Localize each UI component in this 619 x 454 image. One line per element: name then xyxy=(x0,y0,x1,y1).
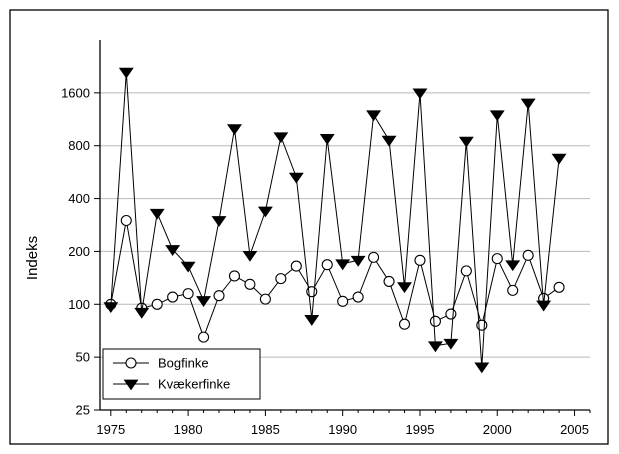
point-kv-kerfinke-1983 xyxy=(227,124,242,136)
y-tick-label-25: 25 xyxy=(76,403,90,418)
point-kv-kerfinke-2004 xyxy=(551,153,567,165)
legend-label-kv-kerfinke: Kvækerfinke xyxy=(158,377,230,392)
point-kv-kerfinke-1984 xyxy=(242,250,258,262)
point-kv-kerfinke-1994 xyxy=(397,282,412,294)
point-kv-kerfinke-1980 xyxy=(180,261,196,273)
point-kv-kerfinke-1997 xyxy=(443,338,459,350)
legend-box xyxy=(102,348,261,400)
x-tick-label-1980: 1980 xyxy=(174,422,203,437)
point-kv-kerfinke-2003 xyxy=(536,300,552,312)
y-axis-title: Indeks xyxy=(24,236,41,280)
point-bogfinke-1981 xyxy=(198,331,210,343)
point-kv-kerfinke-1982 xyxy=(211,216,227,227)
point-bogfinke-1997 xyxy=(445,308,457,320)
point-bogfinke-1986 xyxy=(275,273,287,285)
legend-marker-bogfinke xyxy=(125,357,137,369)
point-bogfinke-2004 xyxy=(553,281,565,293)
series-group xyxy=(103,67,567,374)
point-bogfinke-2002 xyxy=(522,249,534,261)
point-kv-kerfinke-1978 xyxy=(149,208,165,220)
point-kv-kerfinke-1995 xyxy=(412,88,428,100)
point-bogfinke-1984 xyxy=(244,278,256,290)
point-kv-kerfinke-1986 xyxy=(273,132,289,144)
x-tick-label-1985: 1985 xyxy=(251,422,280,437)
legend-marker-kv-kerfinke xyxy=(123,379,139,391)
point-kv-kerfinke-1985 xyxy=(257,206,273,218)
x-tick-label-1995: 1995 xyxy=(406,422,435,437)
x-tick-label-2005: 2005 xyxy=(560,422,589,437)
legend-label-bogfinke: Bogfinke xyxy=(158,356,209,371)
point-bogfinke-1979 xyxy=(167,291,179,303)
point-bogfinke-1990 xyxy=(337,295,349,307)
series-kv-kerfinke xyxy=(103,67,567,374)
x-tick-label-1990: 1990 xyxy=(328,422,357,437)
point-kv-kerfinke-1998 xyxy=(458,136,474,148)
point-bogfinke-1978 xyxy=(151,298,163,310)
point-kv-kerfinke-1989 xyxy=(319,134,335,145)
point-kv-kerfinke-2002 xyxy=(520,98,536,110)
x-tick-label-1975: 1975 xyxy=(96,422,125,437)
point-bogfinke-1985 xyxy=(259,293,271,305)
point-bogfinke-1976 xyxy=(120,214,132,227)
point-kv-kerfinke-1992 xyxy=(366,110,382,122)
point-bogfinke-2000 xyxy=(491,253,503,265)
point-bogfinke-1989 xyxy=(321,259,333,271)
y-tick-label-1600: 1600 xyxy=(61,85,90,100)
y-tick-label-800: 800 xyxy=(68,138,90,153)
point-bogfinke-1983 xyxy=(228,270,241,282)
axes: 25 50 100 200 400 800 1600 1975 1980 1985 1990 1995… xyxy=(61,40,591,437)
point-bogfinke-1998 xyxy=(460,265,472,277)
point-kv-kerfinke-1975 xyxy=(103,302,119,314)
point-kv-kerfinke-1991 xyxy=(350,255,366,267)
point-kv-kerfinke-2000 xyxy=(489,110,505,122)
point-kv-kerfinke-1981 xyxy=(196,296,212,307)
point-kv-kerfinke-1976 xyxy=(118,67,134,79)
point-kv-kerfinke-1977 xyxy=(134,307,150,319)
y-tick-label-50: 50 xyxy=(76,350,90,365)
point-bogfinke-2001 xyxy=(507,284,519,296)
point-bogfinke-1992 xyxy=(368,251,380,263)
point-bogfinke-1980 xyxy=(182,288,194,300)
point-kv-kerfinke-1999 xyxy=(474,362,490,374)
point-kv-kerfinke-1988 xyxy=(304,315,320,326)
point-kv-kerfinke-1987 xyxy=(288,172,304,184)
y-tick-label-100: 100 xyxy=(68,297,90,312)
point-bogfinke-1995 xyxy=(414,254,426,266)
point-kv-kerfinke-1996 xyxy=(427,341,443,353)
legend: Bogfinke Kvækerfinke xyxy=(102,348,261,400)
point-bogfinke-1982 xyxy=(213,290,225,302)
point-kv-kerfinke-2001 xyxy=(505,260,521,272)
point-bogfinke-1994 xyxy=(398,318,411,330)
point-bogfinke-1991 xyxy=(352,291,364,303)
y-tick-label-400: 400 xyxy=(68,191,90,206)
y-tick-label-200: 200 xyxy=(68,244,90,259)
point-bogfinke-1987 xyxy=(290,260,302,272)
point-kv-kerfinke-1979 xyxy=(165,245,181,256)
point-kv-kerfinke-1990 xyxy=(335,259,351,271)
point-bogfinke-1996 xyxy=(429,315,441,327)
point-bogfinke-1993 xyxy=(383,275,395,287)
point-kv-kerfinke-1993 xyxy=(381,135,397,147)
x-tick-label-2000: 2000 xyxy=(483,422,512,437)
